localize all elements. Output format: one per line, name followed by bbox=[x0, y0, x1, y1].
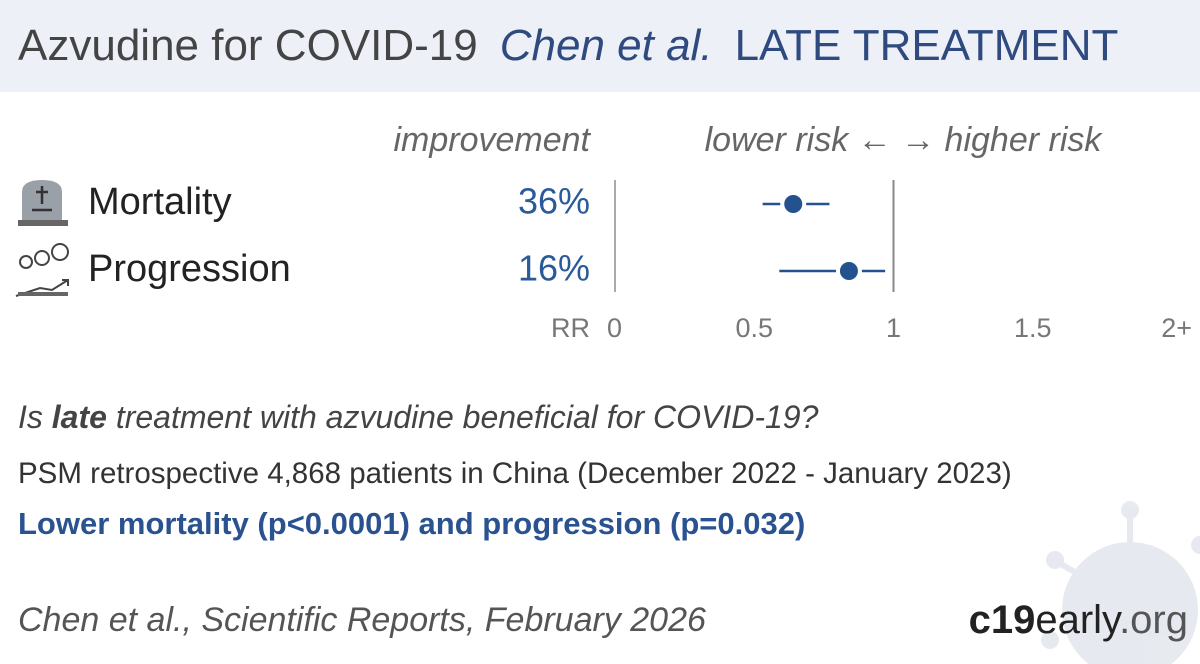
question: Is late treatment with azvudine benefici… bbox=[18, 399, 819, 435]
x-tick-label: 1.5 bbox=[1014, 313, 1052, 343]
title: Azvudine for COVID-19 bbox=[18, 21, 478, 70]
question-emphasis: late bbox=[52, 399, 107, 435]
study: Chen et al. bbox=[500, 21, 713, 70]
question-part: Is bbox=[18, 399, 52, 435]
header-title: Azvudine for COVID-19 Chen et al. LATE TRE… bbox=[18, 21, 1118, 70]
citation: Chen et al., Scientific Reports, Februar… bbox=[18, 601, 706, 639]
brand-part: early bbox=[1035, 598, 1122, 642]
stage: LATE TREATMENT bbox=[735, 21, 1119, 70]
point-estimate bbox=[835, 258, 862, 284]
direction-label: lower risk ← → higher risk bbox=[705, 121, 1104, 159]
axis-label: RR bbox=[551, 313, 590, 343]
question-part: treatment with azvudine beneficial for C… bbox=[107, 399, 819, 435]
row-label: Progression bbox=[88, 248, 291, 290]
brand-part: c19 bbox=[969, 598, 1036, 642]
x-tick-label: 2+ bbox=[1161, 313, 1192, 343]
improvement-label: 16% bbox=[518, 248, 590, 289]
improvement-header: improvement bbox=[393, 121, 591, 159]
improvement-label: 36% bbox=[518, 181, 590, 222]
header-band bbox=[0, 0, 1200, 92]
progression-icon bbox=[15, 243, 69, 297]
row-label: Mortality bbox=[88, 181, 232, 223]
virus-decoration bbox=[1041, 501, 1200, 664]
mortality-icon bbox=[18, 180, 68, 226]
x-tick-label: 1 bbox=[886, 313, 901, 343]
x-tick-label: 0.5 bbox=[735, 313, 773, 343]
brand: c19early.org bbox=[969, 598, 1188, 642]
point-estimate bbox=[780, 191, 807, 217]
details: PSM retrospective 4,868 patients in Chin… bbox=[18, 457, 1012, 490]
conclusion: Lower mortality (p<0.0001) and progressi… bbox=[18, 506, 805, 541]
brand-part: .org bbox=[1119, 598, 1188, 642]
x-tick-label: 0 bbox=[607, 313, 622, 343]
